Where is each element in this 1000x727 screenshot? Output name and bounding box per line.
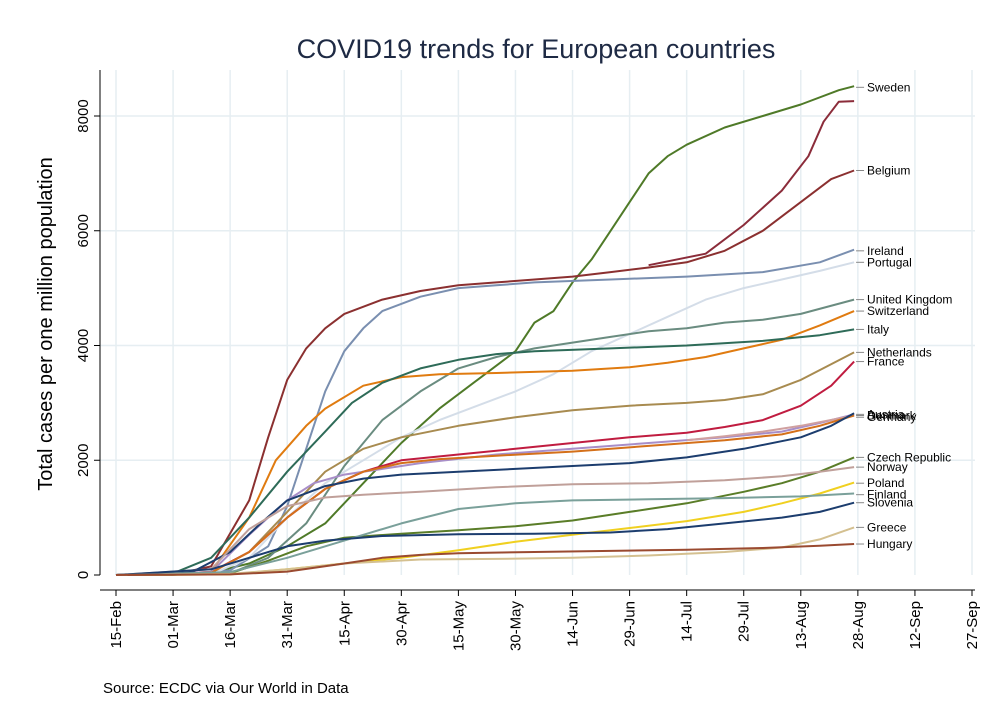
x-tick-label: 01-Mar — [165, 601, 182, 649]
grid — [100, 70, 975, 575]
y-tick-label: 4000 — [75, 329, 92, 362]
series-label-finland: Finland — [867, 488, 906, 502]
series-label-netherlands: Netherlands — [867, 345, 932, 359]
series-line-belgium — [115, 169, 855, 576]
x-tick-label: 27-Sep — [964, 601, 981, 649]
y-tick-label: 8000 — [75, 99, 92, 132]
series-line-slovenia — [115, 501, 855, 576]
series-line-13 — [115, 412, 855, 576]
series-label-norway: Norway — [867, 460, 908, 474]
series-group — [115, 85, 855, 576]
series-label-czech-republic: Czech Republic — [867, 450, 951, 464]
x-tick-label: 13-Aug — [793, 601, 810, 649]
chart-title: COVID19 trends for European countries — [297, 34, 776, 64]
series-label-hungary: Hungary — [867, 537, 912, 551]
series-line-1 — [648, 100, 855, 267]
series-line-denmark — [686, 414, 855, 442]
series-label-united-kingdom: United Kingdom — [867, 293, 952, 307]
x-tick-label: 31-Mar — [279, 601, 296, 649]
series-label-italy: Italy — [867, 322, 889, 336]
x-tick-label: 29-Jun — [622, 601, 639, 647]
y-axis-label: Total cases per one million population — [35, 157, 57, 491]
y-tick-label: 0 — [75, 571, 92, 579]
series-line-czech-republic — [115, 456, 855, 576]
x-tick-label: 12-Sep — [907, 601, 924, 649]
series-line-ireland — [115, 248, 855, 576]
x-tick-label: 15-May — [450, 601, 467, 652]
x-tick-label: 14-Jul — [679, 601, 696, 642]
series-line-finland — [115, 492, 855, 576]
y-tick-label: 2000 — [75, 444, 92, 477]
axes: 0 2000 4000 6000 8000 15-Feb 01-Mar 16-Mar 31-Ma… — [75, 70, 981, 651]
y-tick-label: 6000 — [75, 214, 92, 247]
x-tick-label: 15-Apr — [336, 601, 353, 646]
series-line-hungary — [115, 543, 855, 576]
x-tick-label: 30-May — [507, 601, 524, 652]
x-tick-label: 30-Apr — [393, 601, 410, 646]
series-label-belgium: Belgium — [867, 164, 910, 178]
series-label-france: France — [867, 355, 905, 369]
series-line-switzerland — [115, 310, 855, 576]
x-tick-label: 14-Jun — [565, 601, 582, 647]
series-label-austria: Austria — [867, 407, 905, 421]
series-label-greece: Greece — [867, 520, 907, 534]
series-label-germany: Germany — [867, 410, 916, 424]
x-tick-label: 15-Feb — [108, 601, 125, 649]
series-line-netherlands — [115, 351, 855, 576]
source-note: Source: ECDC via Our World in Data — [103, 680, 349, 697]
series-label-switzerland: Switzerland — [867, 304, 929, 318]
series-label-ireland: Ireland — [867, 244, 904, 258]
series-line-italy — [115, 328, 855, 576]
series-label-denmark: Denmark — [867, 408, 917, 422]
series-label-slovenia: Slovenia — [867, 496, 913, 510]
series-label-poland: Poland — [867, 476, 904, 490]
series-label-portugal: Portugal — [867, 255, 912, 269]
x-tick-label: 29-Jul — [736, 601, 753, 642]
x-tick-label: 28-Aug — [850, 601, 867, 649]
series-label-sweden: Sweden — [867, 80, 910, 94]
series-line-germany — [115, 414, 855, 576]
x-tick-label: 16-Mar — [222, 601, 239, 649]
series-line-norway — [115, 466, 855, 576]
